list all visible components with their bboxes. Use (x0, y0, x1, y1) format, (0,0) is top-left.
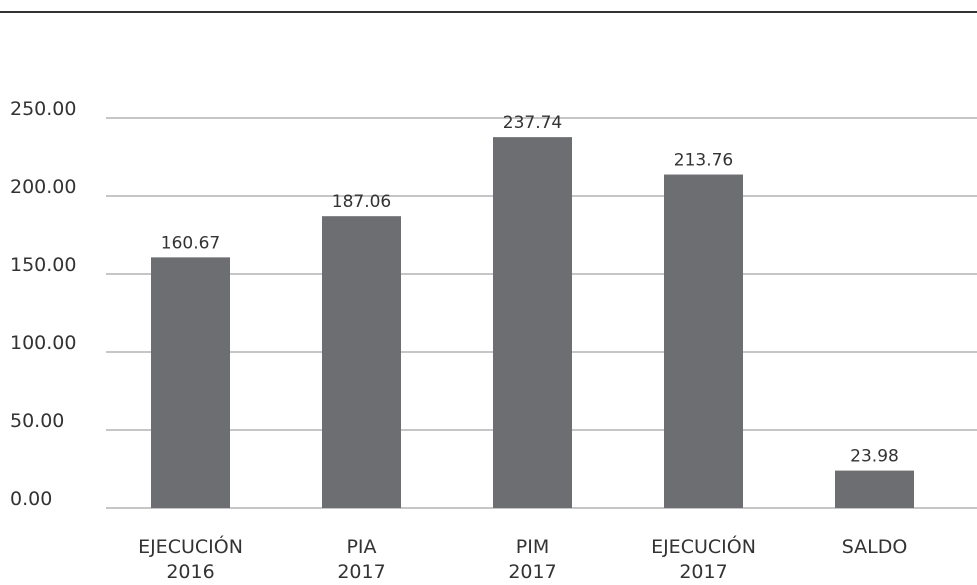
y-tick-label: 200.00 (10, 176, 76, 198)
y-tick-label: 100.00 (10, 332, 76, 354)
category-label: EJECUCIÓN 2016 (138, 534, 243, 583)
data-label: 160.67 (161, 233, 220, 253)
y-tick-label: 0.00 (10, 488, 52, 510)
category-label: PIM 2017 (508, 536, 556, 583)
category-label: SALDO (842, 536, 908, 558)
data-label: 237.74 (503, 113, 562, 133)
y-tick-label: 50.00 (10, 410, 64, 432)
data-label: 23.98 (850, 447, 899, 467)
y-tick-label: 250.00 (10, 98, 76, 120)
bar (322, 216, 401, 508)
category-label: PIA 2017 (337, 536, 385, 583)
bar (664, 174, 743, 508)
bar (151, 257, 230, 508)
data-label: 187.06 (332, 192, 391, 212)
top-rule (0, 11, 977, 13)
y-tick-label: 150.00 (10, 254, 76, 276)
data-label: 213.76 (674, 151, 733, 171)
bar (835, 470, 914, 508)
category-label: EJECUCIÓN 2017 (651, 534, 756, 583)
bar (493, 137, 572, 508)
